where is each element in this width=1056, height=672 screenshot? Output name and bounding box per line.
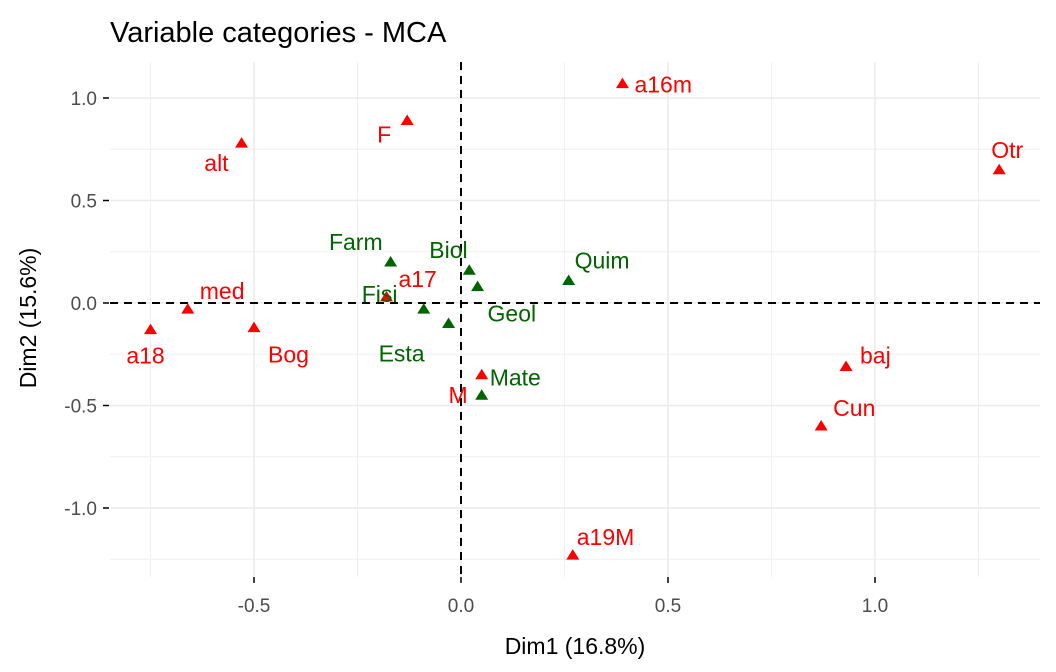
point-label: a18 bbox=[126, 343, 164, 369]
point-marker bbox=[379, 290, 393, 302]
point-label: Mate bbox=[490, 364, 541, 390]
point-label: Farm bbox=[329, 229, 383, 255]
point-label: Geol bbox=[488, 301, 537, 327]
point-label: baj bbox=[860, 343, 891, 369]
point-marker bbox=[992, 163, 1006, 175]
point-marker bbox=[247, 321, 261, 333]
point-marker bbox=[400, 114, 414, 126]
point-marker bbox=[144, 323, 157, 335]
chart-title: Variable categories - MCA bbox=[110, 17, 447, 49]
grid bbox=[110, 62, 1040, 577]
points bbox=[144, 77, 1006, 560]
point-marker bbox=[814, 420, 828, 431]
point-marker bbox=[181, 303, 195, 314]
point-marker bbox=[839, 360, 853, 372]
point-label: a19M bbox=[577, 524, 635, 550]
point-label: a16m bbox=[634, 72, 692, 98]
x-tick-label: 1.0 bbox=[862, 596, 888, 617]
point-marker bbox=[442, 317, 456, 328]
x-tick-label: 0.0 bbox=[448, 596, 474, 617]
point-label: a17 bbox=[398, 266, 436, 292]
y-tick-label: 0.0 bbox=[71, 294, 97, 315]
point-marker bbox=[562, 274, 576, 285]
point-label: Quim bbox=[575, 247, 630, 273]
point-label: Fisi bbox=[362, 281, 398, 307]
point-label: F bbox=[377, 122, 391, 148]
point-label: Esta bbox=[379, 341, 425, 367]
point-marker bbox=[475, 368, 489, 380]
point-label: Cun bbox=[833, 395, 875, 421]
x-tick-label: -0.5 bbox=[238, 596, 271, 617]
y-tick-label: -1.0 bbox=[64, 499, 97, 520]
y-axis-title: Dim2 (15.6%) bbox=[15, 248, 41, 389]
point-marker bbox=[462, 264, 476, 275]
point-marker bbox=[384, 256, 398, 267]
reference-lines bbox=[110, 62, 1040, 577]
y-tick-label: 0.5 bbox=[71, 192, 97, 213]
point-label: alt bbox=[204, 150, 229, 176]
y-tick-label: 1.0 bbox=[71, 89, 97, 110]
point-marker bbox=[475, 389, 489, 400]
point-marker bbox=[235, 137, 249, 148]
point-label: Bog bbox=[268, 342, 309, 368]
y-tick-label: -0.5 bbox=[64, 397, 97, 418]
point-label: med bbox=[200, 278, 245, 304]
point-label: Biol bbox=[429, 237, 467, 263]
point-marker bbox=[417, 303, 431, 314]
x-tick-label: 0.5 bbox=[655, 596, 681, 617]
point-label: M bbox=[449, 382, 468, 408]
x-axis-title: Dim1 (16.8%) bbox=[505, 633, 646, 659]
point-marker bbox=[471, 280, 485, 292]
point-marker bbox=[615, 77, 629, 89]
point-marker bbox=[566, 549, 580, 560]
axis-ticks: -0.5 0.0 0.5 1.0 -1.0 -0.5 0.0 0.5 1.0 bbox=[64, 89, 888, 617]
point-label: Otr bbox=[991, 137, 1023, 163]
